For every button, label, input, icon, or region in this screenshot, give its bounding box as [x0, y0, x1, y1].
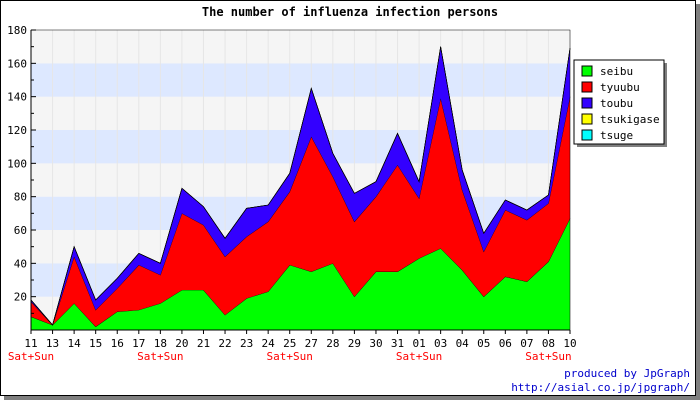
- x-tick-labels: 11 13 14 15 16 17 18 20 21 22 23 24 25 27 28 29 30 31 01 03…: [8, 337, 577, 363]
- x-tick-label: 22: [218, 337, 231, 350]
- axes: [30, 29, 571, 334]
- x-tick-label: 16: [111, 337, 124, 350]
- grid-band: [31, 96, 570, 130]
- x-tick-label: 28: [326, 337, 339, 350]
- legend-swatch-tsukigase: [581, 113, 593, 125]
- x-tick-label: 20: [175, 337, 188, 350]
- weekend-label: Sat+Sun: [396, 350, 442, 363]
- x-tick-label: 29: [348, 337, 361, 350]
- legend-swatch-tyuubu: [581, 81, 593, 93]
- weekend-label: Sat+Sun: [267, 350, 313, 363]
- x-tick-label: 11: [24, 337, 37, 350]
- y-tick-label: 120: [7, 124, 27, 137]
- y-tick-label: 80: [14, 191, 27, 204]
- x-tick-label: 18: [154, 337, 167, 350]
- legend-swatch-toubu: [581, 97, 593, 109]
- x-tick-label: 21: [197, 337, 210, 350]
- weekend-label: Sat+Sun: [8, 350, 54, 363]
- stacked-areas: [30, 46, 571, 330]
- x-tick-label: 10: [563, 337, 576, 350]
- y-tick-label: 180: [7, 24, 27, 37]
- series-area-toubu: [31, 46, 570, 326]
- series-area-tyuubu: [31, 96, 570, 327]
- y-tick-label: 20: [14, 291, 27, 304]
- x-tick-label: 17: [132, 337, 145, 350]
- credit-line-2[interactable]: http://asial.co.jp/jpgraph/: [511, 381, 690, 394]
- legend-label-toubu: toubu: [600, 97, 633, 110]
- legend-label-seibu: seibu: [600, 65, 633, 78]
- x-tick-label: 01: [412, 337, 425, 350]
- legend-swatch-seibu: [581, 65, 593, 77]
- grid-band: [31, 30, 570, 64]
- x-tick-label: 31: [391, 337, 404, 350]
- series-edge-tsuge: [30, 46, 571, 326]
- y-tick-label: 60: [14, 224, 27, 237]
- x-tick-label: 05: [477, 337, 490, 350]
- x-tick-label: 06: [499, 337, 512, 350]
- weekend-label: Sat+Sun: [137, 350, 183, 363]
- chart-title: The number of influenza infection person…: [202, 5, 498, 19]
- weekend-label: Sat+Sun: [525, 350, 571, 363]
- x-tick-label: 30: [369, 337, 382, 350]
- legend-label-tsukigase: tsukigase: [600, 113, 660, 126]
- x-tick-label: 15: [89, 337, 102, 350]
- x-tick-label: 13: [46, 337, 59, 350]
- legend-label-tsuge: tsuge: [600, 129, 633, 142]
- credit-line-1: produced by JpGraph: [564, 367, 690, 380]
- x-tick-label: 07: [520, 337, 533, 350]
- y-tick-label: 40: [14, 257, 27, 270]
- legend: seibu tyuubu toubu tsukigase tsuge: [573, 59, 667, 147]
- y-tick-label: 100: [7, 157, 27, 170]
- y-tick-label: 140: [7, 91, 27, 104]
- y-tick-label: 160: [7, 57, 27, 70]
- x-tick-label: 04: [456, 337, 470, 350]
- legend-label-tyuubu: tyuubu: [600, 81, 640, 94]
- x-tick-label: 08: [542, 337, 555, 350]
- x-tick-label: 23: [240, 337, 253, 350]
- y-tick-labels: 20 40 60 80 100 120 140 160 180: [7, 24, 27, 304]
- legend-swatch-tsuge: [581, 129, 593, 141]
- x-tick-label: 25: [283, 337, 296, 350]
- series-area-seibu: [31, 218, 570, 330]
- x-tick-label: 03: [434, 337, 447, 350]
- x-tick-label: 24: [262, 337, 276, 350]
- x-tick-label: 14: [67, 337, 81, 350]
- grid-band: [31, 63, 570, 97]
- x-tick-label: 27: [305, 337, 318, 350]
